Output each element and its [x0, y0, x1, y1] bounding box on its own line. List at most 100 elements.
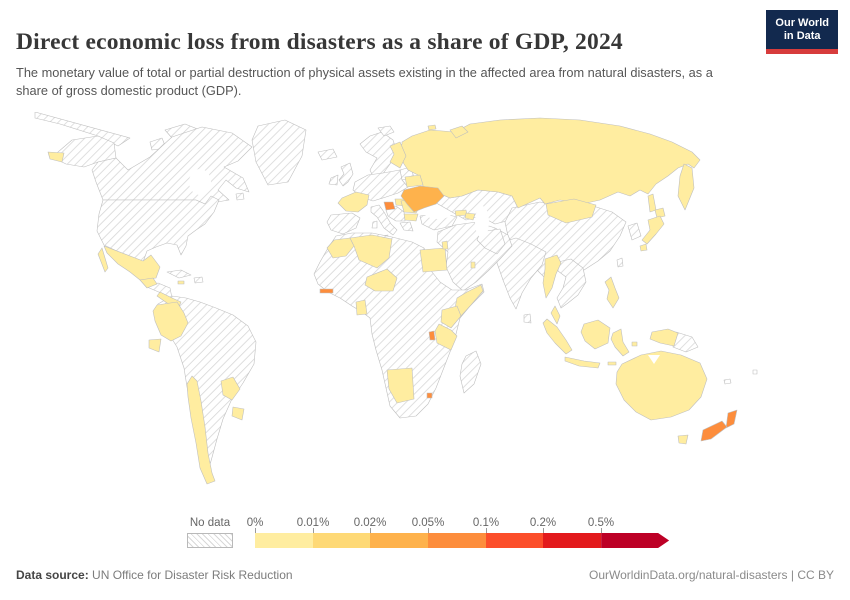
country-ghana[interactable] [355, 299, 368, 316]
country-newfoundland[interactable] [235, 192, 245, 201]
country-lesser-sunda[interactable] [607, 361, 617, 366]
country-malaysia-peninsula[interactable] [550, 305, 561, 325]
country-ecuador[interactable] [148, 338, 162, 353]
country-iceland[interactable] [317, 148, 338, 161]
country-azerbaijan[interactable] [464, 212, 476, 221]
country-egypt[interactable] [419, 247, 448, 273]
country-france[interactable] [337, 191, 370, 213]
legend-tick [428, 528, 429, 533]
country-namibia[interactable] [386, 367, 415, 404]
country-west-new-guinea[interactable] [649, 328, 679, 347]
legend-bin-4[interactable] [485, 533, 544, 548]
legend-bin-5[interactable] [543, 533, 602, 548]
country-eswatini[interactable] [426, 392, 433, 399]
owid-logo[interactable]: Our World in Data [766, 10, 838, 54]
country-taiwan[interactable] [616, 257, 624, 268]
footer: Data source: UN Office for Disaster Risk… [16, 568, 834, 582]
country-korea[interactable] [627, 222, 642, 241]
legend-color-bar [255, 533, 670, 548]
country-croatia-slovenia[interactable] [383, 201, 396, 211]
country-india[interactable] [494, 237, 547, 310]
legend-bin-6-arrow[interactable] [601, 533, 670, 548]
country-ukraine[interactable] [400, 185, 445, 213]
legend-bin-3[interactable] [428, 533, 486, 548]
country-new-zealand-south[interactable] [700, 420, 728, 442]
country-bulgaria[interactable] [403, 213, 419, 222]
country-south-america[interactable] [153, 295, 257, 479]
country-sakhalin[interactable] [647, 193, 657, 213]
country-qatar[interactable] [470, 261, 476, 269]
country-sardinia[interactable] [371, 220, 378, 229]
country-uk[interactable] [338, 162, 354, 187]
country-chile[interactable] [186, 375, 216, 485]
country-myanmar[interactable] [542, 254, 562, 299]
country-spain-portugal[interactable] [326, 212, 361, 235]
country-new-caledonia[interactable] [723, 378, 732, 385]
country-greenland[interactable] [251, 119, 307, 186]
legend-bin-0[interactable] [255, 533, 313, 548]
legend-tick-label: 0.1% [472, 517, 500, 529]
legend-tick-label: 0.01% [296, 517, 330, 529]
country-baja-california[interactable] [97, 247, 109, 273]
country-indochina[interactable] [556, 258, 587, 309]
country-mongolia[interactable] [545, 198, 597, 224]
data-source: Data source: UN Office for Disaster Risk… [16, 568, 293, 582]
country-hispaniola[interactable] [193, 276, 204, 284]
country-borneo[interactable] [580, 319, 611, 350]
legend-tick-label: 0.05% [411, 517, 445, 529]
country-kamchatka[interactable] [677, 163, 695, 211]
country-new-zealand-north[interactable] [725, 409, 738, 429]
country-philippines[interactable] [604, 276, 620, 309]
country-colombia[interactable] [152, 301, 189, 342]
country-japan-honshu[interactable] [641, 215, 665, 245]
country-russia-chukotka[interactable] [47, 151, 65, 163]
country-sulawesi[interactable] [610, 328, 630, 357]
country-italy[interactable] [370, 204, 398, 236]
data-source-label: Data source: [16, 568, 89, 582]
country-australia[interactable] [615, 350, 708, 421]
page-title: Direct economic loss from disasters as a… [16, 28, 623, 55]
gulf-of-carpentaria [648, 355, 660, 364]
legend-tick-label: 0% [246, 517, 264, 529]
country-usa[interactable] [96, 195, 220, 263]
country-paraguay[interactable] [220, 376, 241, 401]
country-finland[interactable] [389, 141, 407, 169]
country-belarus[interactable] [404, 174, 424, 188]
country-greece[interactable] [399, 221, 414, 232]
country-algeria[interactable] [349, 234, 393, 269]
country-fiji[interactable] [752, 369, 758, 375]
country-cuba[interactable] [166, 269, 192, 279]
legend-tick-label: 0.5% [587, 517, 615, 529]
country-tanzania[interactable] [434, 323, 458, 351]
country-japan-hokkaido[interactable] [654, 207, 666, 219]
country-kenya[interactable] [440, 305, 462, 329]
country-rwanda-burundi[interactable] [428, 330, 436, 341]
country-israel[interactable] [441, 240, 449, 250]
legend-bin-2[interactable] [370, 533, 429, 548]
country-moluccas[interactable] [631, 341, 638, 347]
country-franz-josef[interactable] [427, 124, 437, 131]
country-guatemala[interactable] [139, 277, 158, 289]
country-sumatra[interactable] [542, 318, 573, 355]
country-niger[interactable] [364, 268, 398, 292]
page-subtitle: The monetary value of total or partial d… [16, 64, 713, 99]
country-ireland[interactable] [328, 174, 339, 186]
legend-tick [370, 528, 371, 533]
country-novaya-zemlya[interactable] [449, 125, 469, 139]
no-data-label: No data [189, 517, 231, 529]
hudson-bay [189, 169, 211, 195]
legend-tick [601, 528, 602, 533]
country-madagascar[interactable] [459, 350, 482, 394]
legend-bin-1[interactable] [312, 533, 371, 548]
country-jamaica[interactable] [177, 280, 185, 285]
country-sri-lanka[interactable] [523, 313, 532, 324]
no-data-swatch[interactable] [187, 533, 233, 548]
country-java[interactable] [564, 356, 601, 369]
credit-link[interactable]: OurWorldinData.org/natural-disasters | C… [589, 568, 834, 582]
country-svalbard[interactable] [377, 125, 395, 137]
country-tasmania[interactable] [677, 434, 689, 445]
country-japan-kyushu[interactable] [639, 243, 648, 252]
country-gambia[interactable] [319, 288, 334, 294]
country-uruguay[interactable] [231, 406, 245, 421]
country-georgia[interactable] [454, 209, 468, 217]
